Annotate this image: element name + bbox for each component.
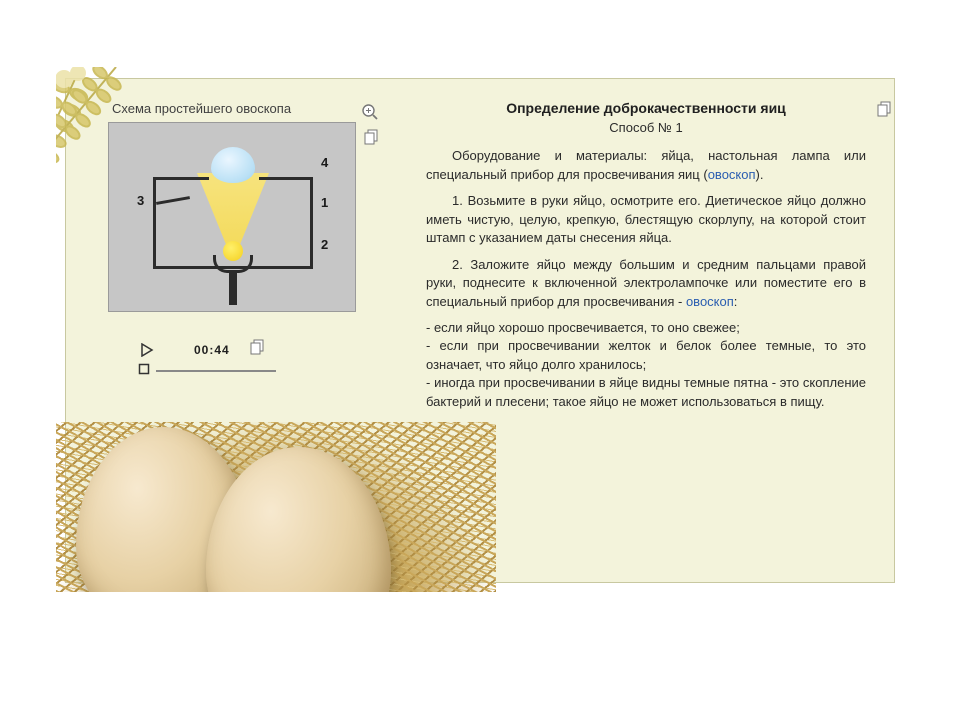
bullet-1: - если яйцо хорошо просвечивается, то он… <box>426 319 866 337</box>
stop-button[interactable] <box>138 363 150 375</box>
text-column: Определение доброкачественности яиц Спос… <box>426 99 866 419</box>
diagram-label-3: 3 <box>137 193 144 208</box>
text: : <box>734 294 738 309</box>
step-2: 2. Заложите яйцо между большим и средним… <box>426 256 866 311</box>
diagram-label-2: 2 <box>321 237 328 252</box>
copy-icon[interactable] <box>364 129 380 145</box>
diagram-caption: Схема простейшего овоскопа <box>112 101 396 116</box>
article-subtitle: Способ № 1 <box>426 119 866 137</box>
play-button[interactable] <box>140 343 154 357</box>
text: ). <box>756 167 764 182</box>
step-1: 1. Возьмите в руки яйцо, осмотрите его. … <box>426 192 866 247</box>
ovoscope-diagram: 1 2 3 4 <box>108 122 356 312</box>
left-column: Схема простейшего овоскопа 1 2 3 4 <box>106 101 396 312</box>
equipment-paragraph: Оборудование и материалы: яйца, настольн… <box>426 147 866 184</box>
copy-icon[interactable] <box>877 101 893 117</box>
bullet-3: - иногда при просвечивании в яйце видны … <box>426 374 866 411</box>
text: 2. Заложите яйцо между большим и средним… <box>426 257 866 309</box>
copy-icon[interactable] <box>250 339 266 355</box>
text: Оборудование и материалы: яйца, настольн… <box>426 148 866 181</box>
page: Схема простейшего овоскопа 1 2 3 4 <box>65 78 895 583</box>
ovoscope-link[interactable]: овоскоп <box>708 167 756 182</box>
audio-player: 00:44 <box>124 339 334 385</box>
player-time: 00:44 <box>194 343 230 357</box>
progress-track[interactable] <box>156 370 276 372</box>
ovoscope-link[interactable]: овоскоп <box>686 294 734 309</box>
diagram-label-4: 4 <box>321 155 328 170</box>
bullet-2: - если при просвечивании желток и белок … <box>426 337 866 374</box>
article-title: Определение доброкачественности яиц <box>426 99 866 119</box>
diagram-label-1: 1 <box>321 195 328 210</box>
zoom-in-icon[interactable] <box>361 103 379 121</box>
